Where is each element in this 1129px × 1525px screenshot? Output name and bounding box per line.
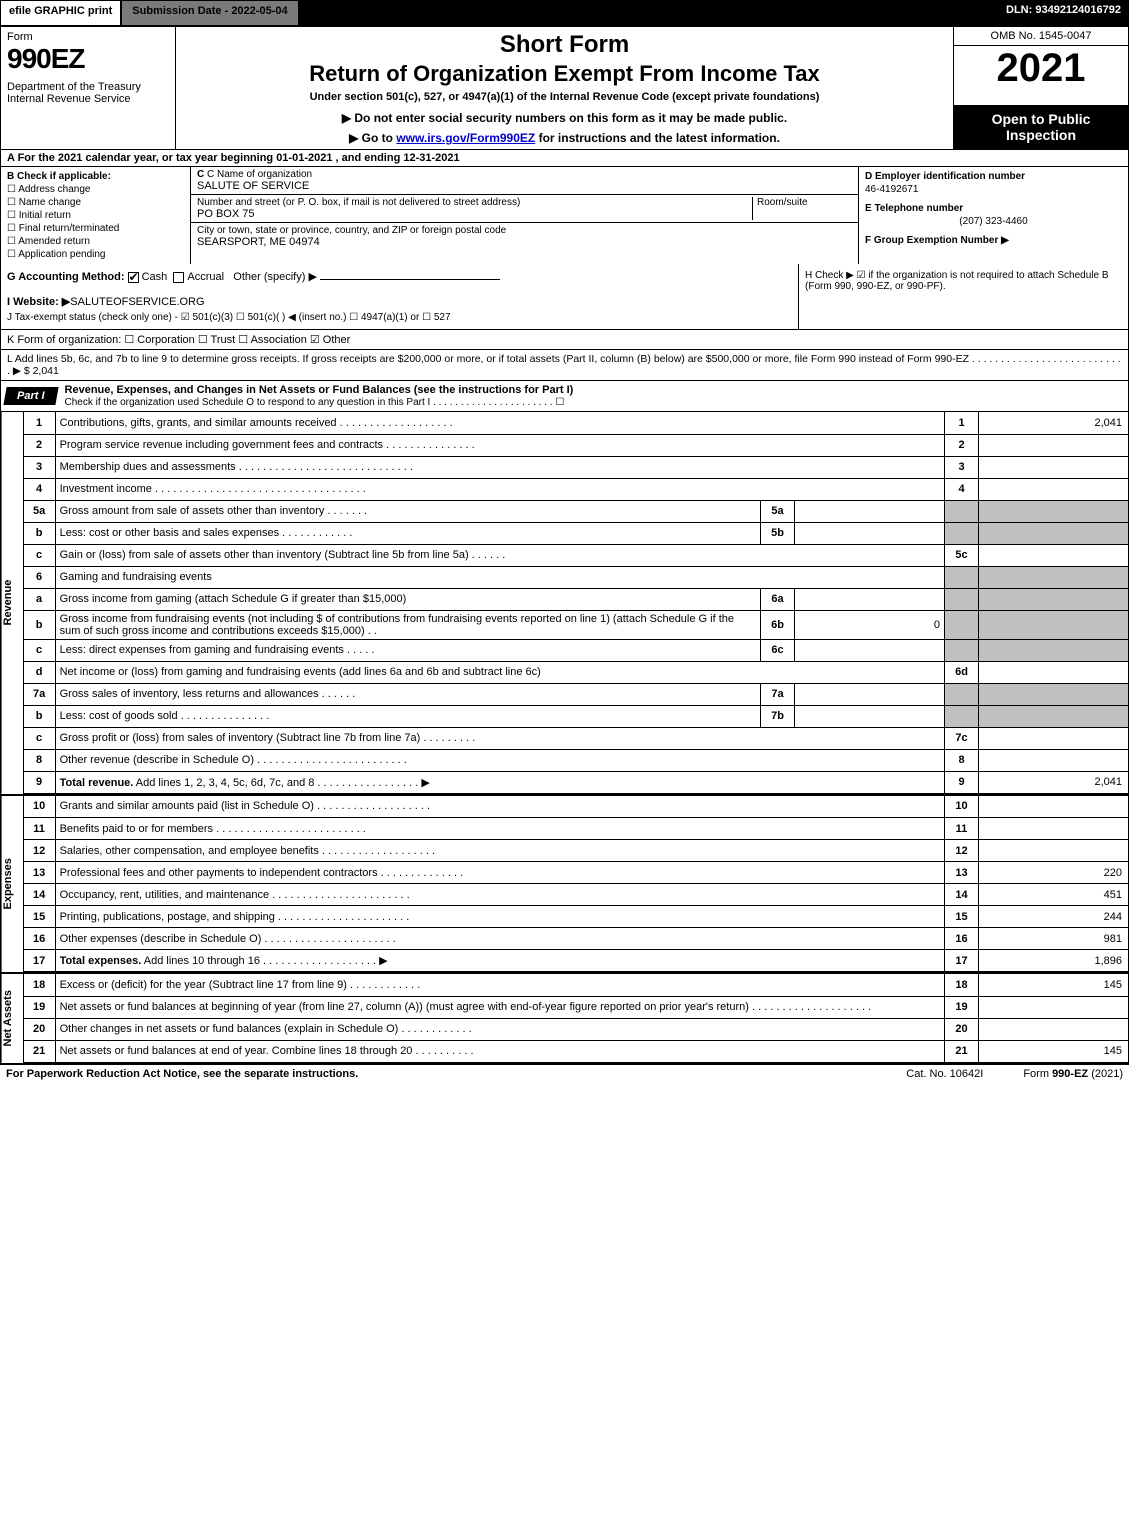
table-row: 14Occupancy, rent, utilities, and mainte…	[23, 884, 1128, 906]
form-subtitle: Under section 501(c), 527, or 4947(a)(1)…	[184, 91, 945, 103]
instructions-link-line: ▶ Go to www.irs.gov/Form990EZ for instru…	[184, 131, 945, 145]
telephone-value: (207) 323-4460	[865, 216, 1122, 227]
table-row: bLess: cost or other basis and sales exp…	[23, 522, 1128, 544]
website-value: SALUTEOFSERVICE.ORG	[70, 296, 204, 308]
table-row: 1Contributions, gifts, grants, and simil…	[23, 412, 1128, 434]
table-row: 17Total expenses. Add lines 10 through 1…	[23, 950, 1128, 972]
column-b: B Check if applicable: ☐ Address change …	[1, 167, 191, 264]
table-row: 19Net assets or fund balances at beginni…	[23, 996, 1128, 1018]
line-j: J Tax-exempt status (check only one) - ☑…	[7, 312, 792, 323]
top-bar: efile GRAPHIC print Submission Date - 20…	[0, 0, 1129, 26]
line-h: H Check ▶ ☑ if the organization is not r…	[798, 264, 1128, 329]
form-label: Form	[7, 31, 169, 43]
part1-title: Revenue, Expenses, and Changes in Net As…	[65, 384, 574, 396]
ein-label: D Employer identification number	[865, 171, 1122, 182]
table-row: 16Other expenses (describe in Schedule O…	[23, 928, 1128, 950]
department-label: Department of the Treasury Internal Reve…	[7, 81, 169, 105]
table-row: 9Total revenue. Add lines 1, 2, 3, 4, 5c…	[23, 771, 1128, 793]
table-row: 5aGross amount from sale of assets other…	[23, 500, 1128, 522]
city-value: SEARSPORT, ME 04974	[197, 236, 852, 248]
chk-name-change[interactable]: ☐ Name change	[7, 197, 184, 208]
line-i: I Website: ▶SALUTEOFSERVICE.ORG	[7, 295, 792, 308]
table-row: 21Net assets or fund balances at end of …	[23, 1040, 1128, 1062]
netassets-side-label: Net Assets	[1, 974, 23, 1063]
form-number: 990EZ	[7, 43, 169, 75]
line-g: G Accounting Method: Cash Accrual Other …	[7, 270, 792, 283]
footer-left: For Paperwork Reduction Act Notice, see …	[6, 1068, 866, 1080]
table-row: 13Professional fees and other payments t…	[23, 862, 1128, 884]
table-row: bGross income from fundraising events (n…	[23, 610, 1128, 639]
open-public-badge: Open to Public Inspection	[954, 105, 1128, 149]
table-row: 7aGross sales of inventory, less returns…	[23, 683, 1128, 705]
table-row: 2Program service revenue including gover…	[23, 434, 1128, 456]
org-name-label: C C Name of organization	[197, 169, 852, 180]
ssn-warning: ▶ Do not enter social security numbers o…	[184, 111, 945, 125]
table-row: cGain or (loss) from sale of assets othe…	[23, 544, 1128, 566]
revenue-side-label: Revenue	[1, 412, 23, 794]
table-row: aGross income from gaming (attach Schedu…	[23, 588, 1128, 610]
table-row: 3Membership dues and assessments . . . .…	[23, 456, 1128, 478]
table-row: 6Gaming and fundraising events	[23, 566, 1128, 588]
netassets-table: 18Excess or (deficit) for the year (Subt…	[23, 974, 1129, 1063]
part1-tab: Part I	[3, 387, 58, 405]
omb-number: OMB No. 1545-0047	[954, 27, 1128, 46]
section-a: A For the 2021 calendar year, or tax yea…	[0, 150, 1129, 167]
room-label: Room/suite	[757, 197, 852, 208]
col-b-header: B Check if applicable:	[7, 171, 184, 182]
footer-mid: Cat. No. 10642I	[866, 1068, 1023, 1080]
revenue-table: 1Contributions, gifts, grants, and simil…	[23, 412, 1129, 794]
table-row: cGross profit or (loss) from sales of in…	[23, 727, 1128, 749]
column-c: C C Name of organization SALUTE OF SERVI…	[191, 167, 858, 264]
expenses-table: 10Grants and similar amounts paid (list …	[23, 796, 1129, 973]
table-row: 8Other revenue (describe in Schedule O) …	[23, 749, 1128, 771]
group-exemption-label: F Group Exemption Number ▶	[865, 235, 1122, 246]
chk-application-pending[interactable]: ☐ Application pending	[7, 249, 184, 260]
chk-initial-return[interactable]: ☐ Initial return	[7, 210, 184, 221]
table-row: 10Grants and similar amounts paid (list …	[23, 796, 1128, 818]
line-l: L Add lines 5b, 6c, and 7b to line 9 to …	[0, 350, 1129, 381]
table-row: 18Excess or (deficit) for the year (Subt…	[23, 974, 1128, 996]
telephone-label: E Telephone number	[865, 203, 1122, 214]
footer-right: Form 990-EZ (2021)	[1023, 1068, 1123, 1080]
table-row: 20Other changes in net assets or fund ba…	[23, 1018, 1128, 1040]
table-row: cLess: direct expenses from gaming and f…	[23, 639, 1128, 661]
table-row: bLess: cost of goods sold . . . . . . . …	[23, 705, 1128, 727]
form-header: Form 990EZ Department of the Treasury In…	[0, 26, 1129, 150]
chk-amended-return[interactable]: ☐ Amended return	[7, 236, 184, 247]
dln-label: DLN: 93492124016792	[998, 0, 1129, 26]
city-label: City or town, state or province, country…	[197, 225, 852, 236]
expenses-side-label: Expenses	[1, 796, 23, 973]
chk-cash[interactable]	[128, 272, 139, 283]
table-row: 4Investment income . . . . . . . . . . .…	[23, 478, 1128, 500]
table-row: 15Printing, publications, postage, and s…	[23, 906, 1128, 928]
form-title: Return of Organization Exempt From Incom…	[184, 61, 945, 87]
table-row: dNet income or (loss) from gaming and fu…	[23, 661, 1128, 683]
efile-label[interactable]: efile GRAPHIC print	[0, 0, 121, 26]
part1-check-line: Check if the organization used Schedule …	[65, 397, 565, 408]
tax-year: 2021	[954, 46, 1128, 105]
street-label: Number and street (or P. O. box, if mail…	[197, 197, 752, 208]
column-d: D Employer identification number 46-4192…	[858, 167, 1128, 264]
ein-value: 46-4192671	[865, 184, 1122, 195]
table-row: 12Salaries, other compensation, and empl…	[23, 840, 1128, 862]
part1-header: Part I Revenue, Expenses, and Changes in…	[0, 381, 1129, 412]
street-value: PO BOX 75	[197, 208, 752, 220]
irs-link[interactable]: www.irs.gov/Form990EZ	[396, 131, 535, 145]
info-grid: B Check if applicable: ☐ Address change …	[0, 167, 1129, 264]
submission-date: Submission Date - 2022-05-04	[121, 0, 298, 26]
table-row: 11Benefits paid to or for members . . . …	[23, 818, 1128, 840]
org-name-value: SALUTE OF SERVICE	[197, 180, 852, 192]
short-form-title: Short Form	[184, 31, 945, 59]
chk-address-change[interactable]: ☐ Address change	[7, 184, 184, 195]
chk-accrual[interactable]	[173, 272, 184, 283]
gh-row: G Accounting Method: Cash Accrual Other …	[0, 264, 1129, 330]
page-footer: For Paperwork Reduction Act Notice, see …	[0, 1064, 1129, 1083]
line-k: K Form of organization: ☐ Corporation ☐ …	[0, 330, 1129, 350]
chk-final-return[interactable]: ☐ Final return/terminated	[7, 223, 184, 234]
